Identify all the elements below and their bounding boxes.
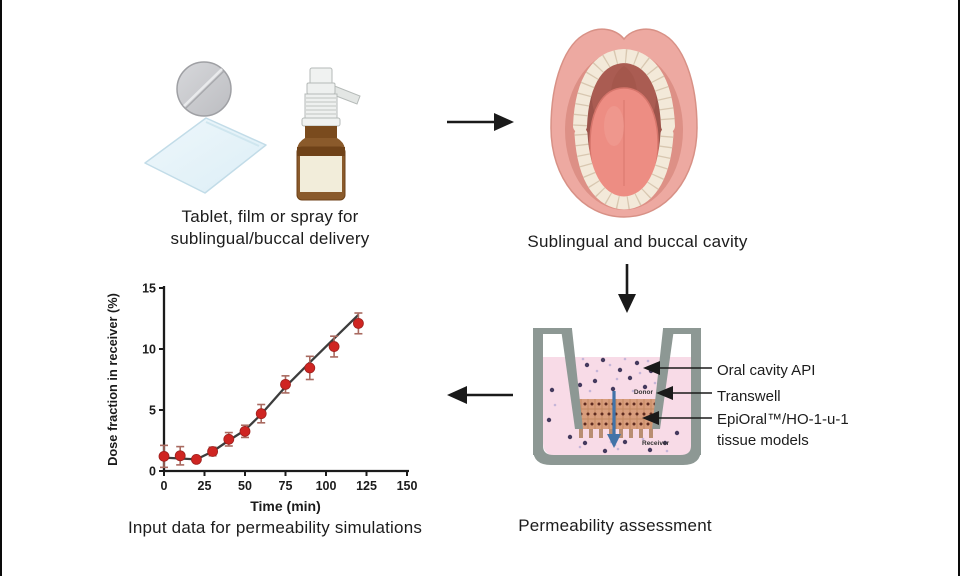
x-axis-label: Time (min) <box>250 498 321 514</box>
x-tick-label: 125 <box>356 479 377 493</box>
membrane-teeth <box>579 429 653 438</box>
x-tick-label: 25 <box>198 479 212 493</box>
annotation-arrow-transwell <box>656 386 712 400</box>
y-tick-label: 0 <box>149 465 156 479</box>
arrow-left-icon <box>447 386 513 404</box>
data-point <box>158 450 170 462</box>
data-point <box>174 450 186 462</box>
data-point <box>304 362 316 374</box>
spray-bottle-icon <box>296 67 361 201</box>
open-mouth-icon <box>550 28 698 218</box>
left-edge-bar <box>0 0 2 576</box>
flux-arrow-down-icon <box>607 391 621 448</box>
fit-line <box>163 313 360 461</box>
api-dots-large <box>546 357 680 454</box>
upper-teeth <box>573 48 675 133</box>
x-tick-label: 100 <box>316 479 337 493</box>
x-tick-label: 75 <box>279 479 293 493</box>
y-tick-label: 10 <box>142 343 156 357</box>
x-tick-label: 150 <box>397 479 418 493</box>
api-dots-small <box>553 357 669 453</box>
data-point <box>255 408 267 420</box>
outer-well <box>533 328 701 465</box>
lower-teeth <box>574 127 674 210</box>
transwell-insert <box>533 328 701 429</box>
annotation-arrow-api <box>643 361 712 375</box>
annotation-tissue-models: EpiOral™/HO-1-u-1 tissue models <box>717 409 849 451</box>
dosage-caption-line2: sublingual/buccal delivery <box>170 229 370 248</box>
y-axis-label: Dose fraction in receiver (%) <box>105 293 120 466</box>
arrow-down-icon <box>618 264 636 313</box>
dosage-forms-illustration <box>144 61 361 201</box>
right-edge-bar <box>958 0 960 576</box>
y-tick-label: 5 <box>149 404 156 418</box>
data-point <box>280 378 291 390</box>
annotation-arrow-tissue <box>642 411 712 425</box>
dosage-forms-caption: Tablet, film or spray for sublingual/buc… <box>130 206 410 250</box>
dosage-caption-line1: Tablet, film or spray for <box>181 207 359 226</box>
transwell-caption: Permeability assessment <box>518 516 712 535</box>
tongue <box>589 87 659 200</box>
tablet-icon <box>176 61 232 117</box>
film-icon <box>144 117 267 194</box>
annotation-tissue-line2: tissue models <box>717 432 809 449</box>
x-tick-label: 0 <box>161 479 168 493</box>
x-tick-label: 50 <box>238 479 252 493</box>
y-tick-label: 15 <box>142 282 156 296</box>
permeability-chart: 0 25 50 75 100 125 150 0 5 10 15 Time (min) Dose fra… <box>105 282 418 515</box>
annotation-oral-cavity-api: Oral cavity API <box>717 362 816 379</box>
arrow-right-icon <box>447 113 514 131</box>
mouth-caption: Sublingual and buccal cavity <box>527 232 748 251</box>
data-point <box>191 454 202 465</box>
donor-label: Donor <box>634 389 654 396</box>
data-point <box>328 341 340 352</box>
chart-caption: Input data for permeability simulations <box>127 518 423 537</box>
data-point <box>223 433 235 445</box>
annotation-tissue-line1: EpiOral™/HO-1-u-1 <box>717 411 849 428</box>
data-point <box>352 317 364 329</box>
data-point <box>207 446 218 457</box>
receiver-label: Receiver <box>642 440 670 447</box>
annotation-transwell: Transwell <box>717 388 781 405</box>
data-point <box>239 425 251 437</box>
